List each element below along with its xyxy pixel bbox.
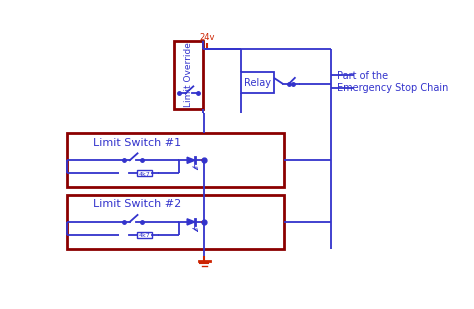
Text: Limit Switch #2: Limit Switch #2 [92,199,181,209]
Bar [137,170,152,176]
Text: 4k7: 4k7 [138,233,150,238]
Bar [67,133,284,187]
Text: 4k7: 4k7 [138,171,150,177]
Text: Part of the
Emergency Stop Chain: Part of the Emergency Stop Chain [337,71,448,92]
Polygon shape [187,157,195,163]
Bar [137,232,152,238]
Text: 24v: 24v [200,33,215,42]
Polygon shape [187,219,195,225]
Bar [174,41,203,109]
Bar [241,72,274,93]
Text: Relay: Relay [244,78,271,87]
Text: Limit Switch #1: Limit Switch #1 [93,138,181,148]
Text: Limit Override: Limit Override [184,42,193,107]
Bar [67,195,284,249]
